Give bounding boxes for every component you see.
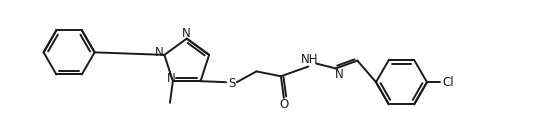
Text: N: N (335, 68, 343, 81)
Text: NH: NH (301, 53, 318, 66)
Text: N: N (182, 27, 191, 40)
Text: O: O (279, 98, 288, 111)
Text: N: N (166, 72, 175, 85)
Text: N: N (155, 46, 164, 59)
Text: S: S (228, 77, 236, 90)
Text: Cl: Cl (443, 76, 454, 89)
